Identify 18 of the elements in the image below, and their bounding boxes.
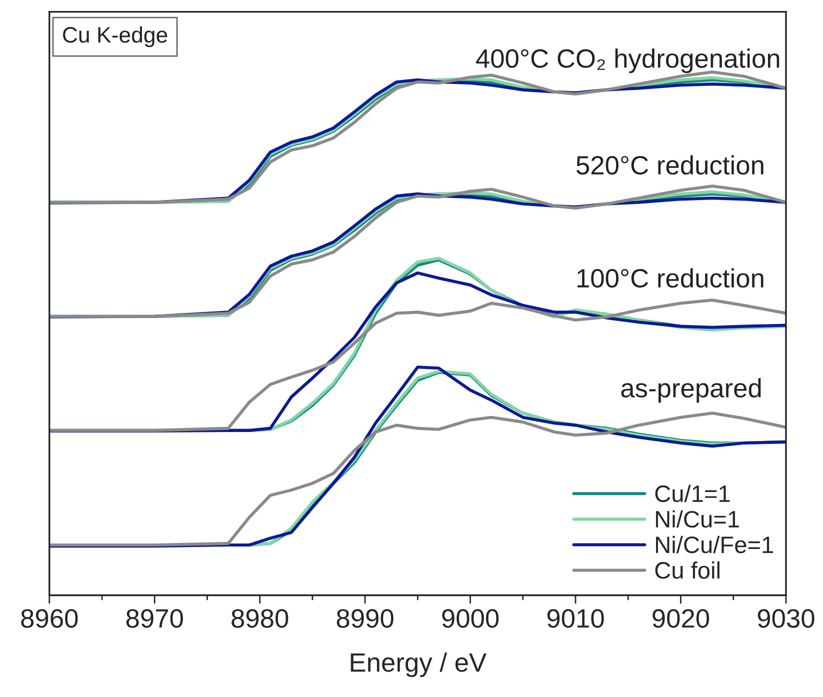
legend-label: Ni/Cu/Fe=1 [656, 536, 774, 554]
legend-label: Cu foil [655, 561, 720, 579]
annotation: 400°C CO₂ hydrogenation [476, 48, 780, 74]
x-axis-title: Energy / eV [350, 652, 487, 678]
x-tick-label: 9020 [652, 609, 710, 628]
annotation: as-prepared [621, 378, 761, 403]
annotation: 520°C reduction [576, 155, 764, 175]
x-tick-label: 8990 [336, 609, 394, 628]
x-tick-label: 8980 [232, 609, 288, 628]
legend-label: Ni/Cu=1 [656, 510, 739, 528]
text: Cu K-edge [63, 26, 168, 48]
legend-label: Cu/1=1 [655, 484, 730, 502]
x-tick-label: 9000 [442, 609, 499, 628]
x-tick-label: 8960 [21, 609, 78, 628]
annotation: 100°C reduction [577, 268, 764, 288]
x-tick-label: 9030 [758, 609, 814, 628]
x-tick-label: 9010 [547, 609, 604, 628]
x-tick-label: 8970 [126, 609, 183, 628]
